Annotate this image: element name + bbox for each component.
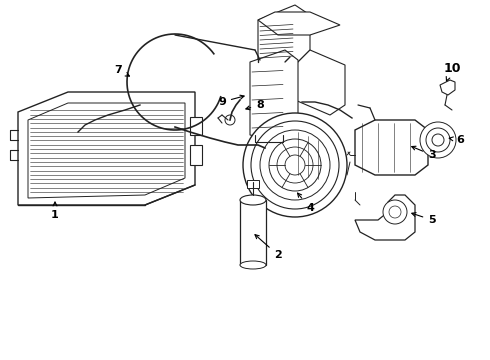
Polygon shape bbox=[258, 12, 340, 35]
Polygon shape bbox=[285, 132, 330, 182]
Circle shape bbox=[260, 130, 330, 200]
Circle shape bbox=[432, 134, 444, 146]
Text: 2: 2 bbox=[255, 235, 282, 260]
Circle shape bbox=[269, 139, 321, 191]
Circle shape bbox=[251, 121, 339, 209]
Text: 6: 6 bbox=[449, 135, 464, 145]
Bar bbox=[190, 145, 202, 165]
Bar bbox=[190, 117, 202, 135]
Polygon shape bbox=[250, 50, 298, 142]
Polygon shape bbox=[440, 80, 455, 95]
Text: 4: 4 bbox=[297, 193, 314, 213]
Text: 5: 5 bbox=[412, 213, 436, 225]
Text: 10: 10 bbox=[443, 62, 461, 81]
Circle shape bbox=[426, 128, 450, 152]
Circle shape bbox=[225, 115, 235, 125]
Text: 8: 8 bbox=[246, 100, 264, 110]
Circle shape bbox=[420, 122, 456, 158]
Bar bbox=[247, 180, 259, 188]
Circle shape bbox=[243, 113, 347, 217]
Text: 1: 1 bbox=[51, 202, 59, 220]
Circle shape bbox=[389, 206, 401, 218]
Polygon shape bbox=[18, 92, 195, 205]
Circle shape bbox=[285, 155, 305, 175]
Bar bbox=[240, 200, 266, 265]
Polygon shape bbox=[258, 5, 310, 65]
Text: 3: 3 bbox=[412, 146, 436, 160]
Text: 7: 7 bbox=[114, 65, 129, 76]
Polygon shape bbox=[295, 50, 345, 115]
Circle shape bbox=[277, 147, 313, 183]
Ellipse shape bbox=[240, 261, 266, 269]
Polygon shape bbox=[355, 195, 415, 240]
Polygon shape bbox=[28, 103, 185, 198]
Text: 9: 9 bbox=[218, 95, 244, 107]
Ellipse shape bbox=[240, 195, 266, 205]
Polygon shape bbox=[355, 120, 428, 175]
Circle shape bbox=[383, 200, 407, 224]
